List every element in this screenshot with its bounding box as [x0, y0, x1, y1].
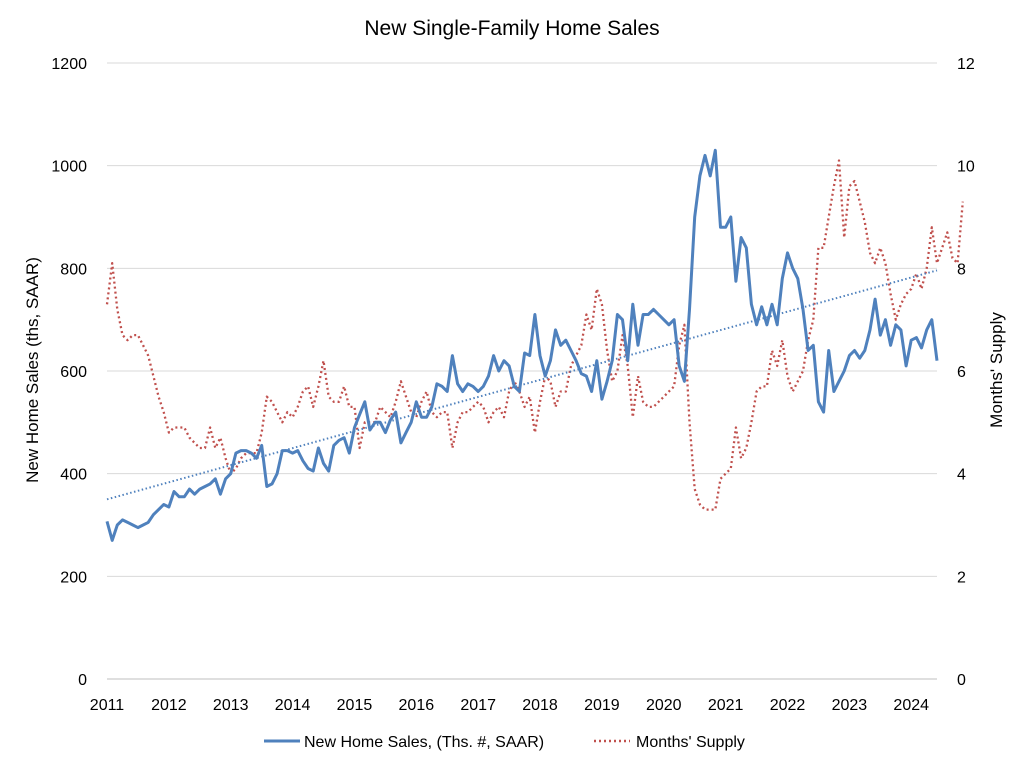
plot-area [105, 148, 964, 542]
y2-tick-label: 12 [957, 56, 975, 73]
y-tick-label: 1200 [51, 56, 87, 73]
y2-tick-label: 2 [957, 569, 966, 586]
y2-tick-label: 4 [957, 467, 966, 484]
legend-label-sales: New Home Sales, (Ths. #, SAAR) [304, 734, 544, 751]
chart-title: New Single-Family Home Sales [364, 17, 659, 40]
series-sales-trendline [106, 269, 938, 501]
legend: New Home Sales, (Ths. #, SAAR) Months' S… [264, 734, 745, 751]
series-new-home-sales-line [105, 148, 939, 542]
y2-axis-title: Months' Supply [987, 312, 1006, 428]
y-tick-label: 800 [60, 261, 87, 278]
y2-tick-label: 6 [957, 364, 966, 381]
x-tick-label: 2019 [584, 697, 620, 714]
x-tick-label: 2013 [213, 697, 249, 714]
x-tick-label: 2024 [893, 697, 929, 714]
x-tick-label: 2018 [522, 697, 558, 714]
axis-ticks: 0 200 400 600 800 1000 1200 0 2 4 6 8 10 12 2011 2012 20… [51, 56, 974, 714]
y2-tick-label: 0 [957, 672, 966, 689]
x-tick-label: 2014 [275, 697, 311, 714]
x-tick-label: 2021 [708, 697, 744, 714]
y2-tick-label: 10 [957, 159, 975, 176]
x-tick-label: 2020 [646, 697, 682, 714]
x-tick-label: 2016 [399, 697, 435, 714]
y-tick-label: 200 [60, 569, 87, 586]
y-tick-label: 1000 [51, 159, 87, 176]
y-tick-label: 0 [78, 672, 87, 689]
x-tick-label: 2017 [460, 697, 496, 714]
gridlines [107, 62, 937, 680]
x-tick-label: 2022 [770, 697, 806, 714]
x-tick-label: 2015 [337, 697, 373, 714]
legend-label-supply: Months' Supply [636, 734, 745, 751]
y-axis-title: New Home Sales (ths, SAAR) [23, 257, 42, 483]
x-tick-label: 2012 [151, 697, 187, 714]
x-tick-label: 2011 [90, 697, 125, 714]
y-tick-label: 600 [60, 364, 87, 381]
x-tick-label: 2023 [832, 697, 868, 714]
y2-tick-label: 8 [957, 261, 966, 278]
y-tick-label: 400 [60, 467, 87, 484]
